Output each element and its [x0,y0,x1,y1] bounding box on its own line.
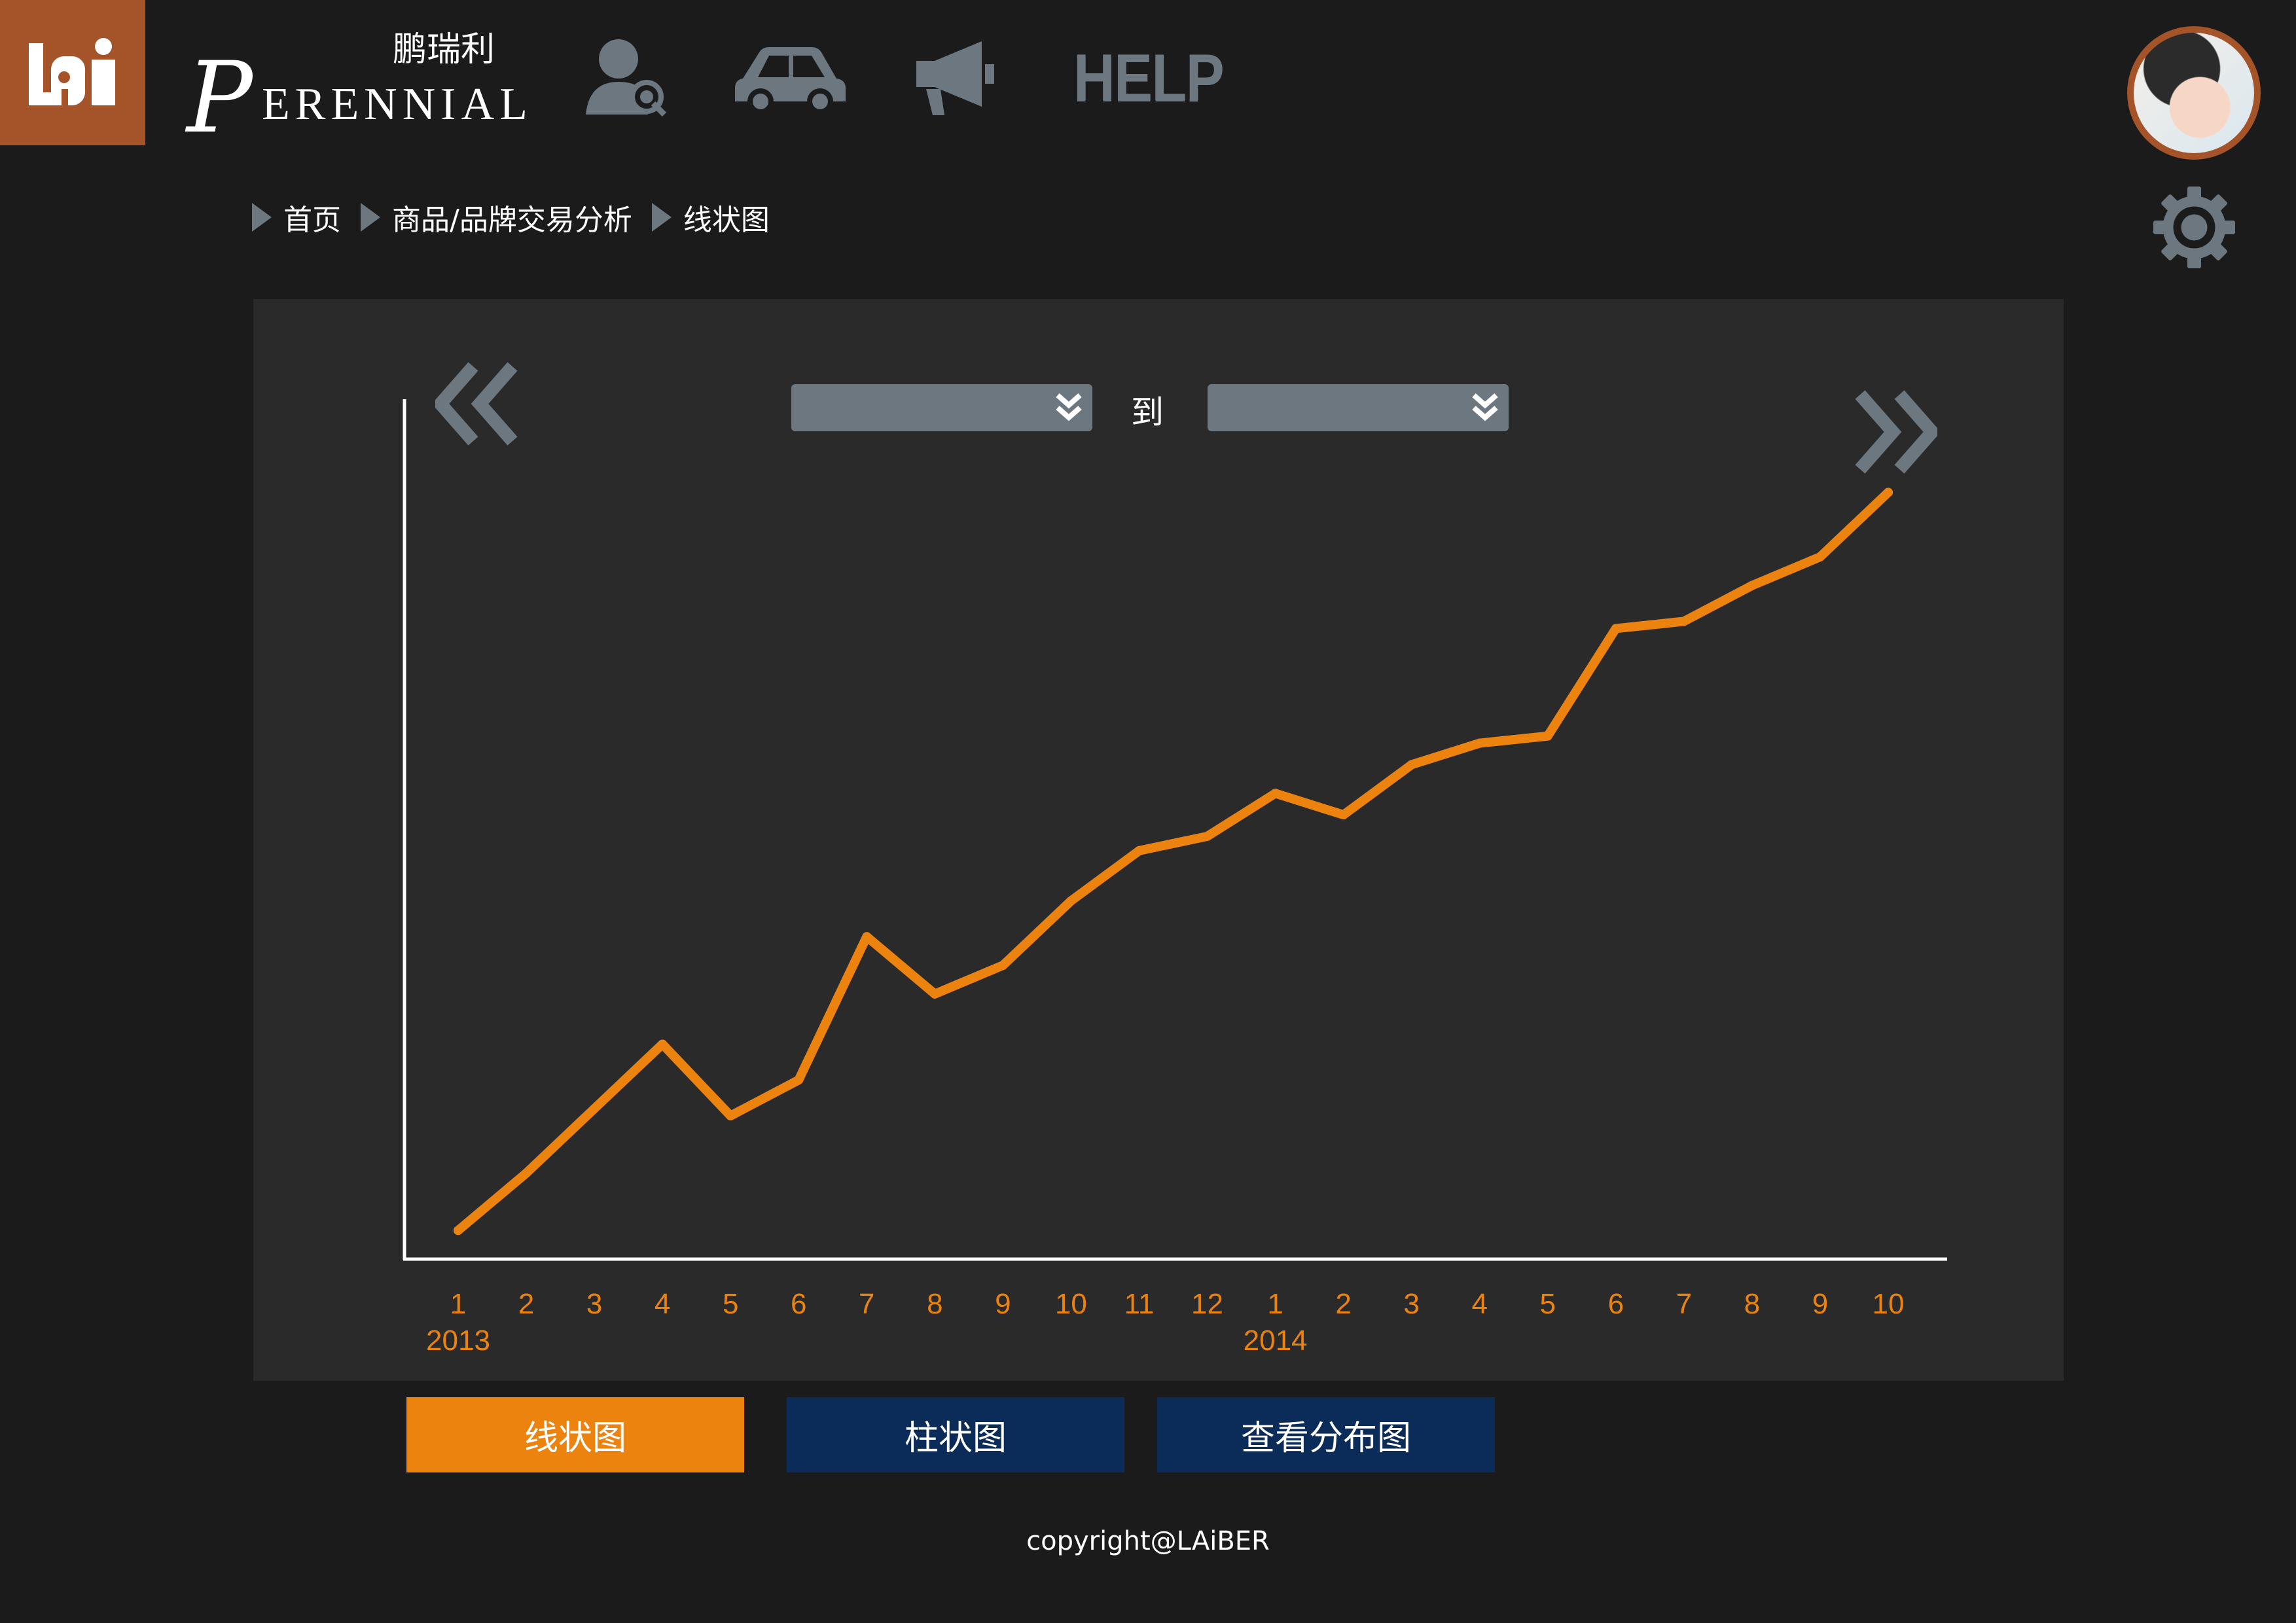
data-point [1543,731,1552,741]
data-point [1407,760,1416,770]
x-tick-label: 2 [1335,1288,1351,1320]
data-point [1475,738,1484,748]
breadcrumb-item-current: 线状图 [651,196,770,238]
breadcrumb-label: 商品/品牌交易分析 [392,204,632,237]
data-point [1066,896,1076,906]
x-year-label: 2014 [1244,1325,1308,1357]
breadcrumb-arrow-icon [252,203,272,232]
gear-icon[interactable] [2153,187,2235,271]
x-tick-label: 4 [655,1288,670,1320]
breadcrumb: 首页 商品/品牌交易分析 线状图 [252,196,789,238]
brand-wordmark: P ERENNIAL 鹏瑞利 [187,29,528,147]
breadcrumb-label: 首页 [283,204,341,237]
data-point [1884,488,1893,497]
x-tick-label: 8 [1744,1288,1760,1320]
previous-period-icon[interactable] [435,361,520,446]
line-chart-button[interactable]: 线状图 [406,1397,744,1472]
data-point [1202,831,1212,841]
breadcrumb-label: 线状图 [683,204,770,237]
double-chevron-down-icon [1056,393,1082,421]
data-point [1679,616,1689,626]
data-point [522,1168,531,1178]
laiber-logo-icon [29,38,115,105]
user-search-icon[interactable] [583,33,668,120]
x-tick-label: 8 [927,1288,942,1320]
x-tick-label: 5 [1540,1288,1556,1320]
date-range-separator: 到 [1131,393,1164,431]
x-tick-label: 6 [791,1288,806,1320]
megaphone-icon[interactable] [913,38,998,119]
x-tick-label: 4 [1471,1288,1487,1320]
data-point [1611,624,1621,633]
x-tick-label: 12 [1191,1288,1223,1320]
brand-chinese-name: 鹏瑞利 [393,30,495,69]
x-tick-label: 2 [518,1288,534,1320]
breadcrumb-arrow-icon [651,203,672,232]
data-point [1747,580,1757,590]
car-icon[interactable] [733,39,848,120]
x-tick-label: 7 [1676,1288,1692,1320]
chart-panel [253,299,2064,1381]
data-point [1134,846,1144,855]
x-tick-label: 5 [723,1288,738,1320]
app-logo[interactable] [0,0,145,145]
series-line [454,488,1893,1236]
x-tick-label: 9 [995,1288,1011,1320]
data-point [1338,810,1348,820]
data-point [454,1226,463,1236]
next-period-icon[interactable] [1852,389,1937,474]
x-tick-label: 10 [1055,1288,1087,1320]
x-tick-label: 3 [1403,1288,1419,1320]
copyright-text: copyright@LAiBER [1026,1526,1270,1556]
data-point [998,961,1008,971]
x-tick-label: 1 [450,1288,466,1320]
data-point [590,1104,600,1114]
x-tick-label: 1 [1267,1288,1283,1320]
brand-initial: P [187,41,253,155]
distribution-chart-button[interactable]: 查看分布图 [1157,1397,1495,1472]
bar-chart-button[interactable]: 柱状图 [787,1397,1124,1472]
data-point [658,1039,668,1049]
data-point [930,989,940,999]
start-date-select[interactable] [791,384,1092,431]
user-avatar[interactable] [2127,26,2261,160]
breadcrumb-arrow-icon [361,203,380,232]
breadcrumb-item-home[interactable]: 首页 [252,196,341,238]
data-point [1815,552,1825,562]
data-point [794,1075,804,1085]
x-year-label: 2013 [426,1325,490,1357]
data-point [726,1111,736,1120]
end-date-select[interactable] [1208,384,1509,431]
x-tick-label: 10 [1873,1288,1905,1320]
x-tick-label: 6 [1608,1288,1624,1320]
help-link[interactable]: HELP [1073,41,1225,116]
data-point [862,932,872,942]
double-chevron-down-icon [1472,393,1498,421]
breadcrumb-item-analysis[interactable]: 商品/品牌交易分析 [361,196,632,238]
x-tick-label: 7 [859,1288,874,1320]
brand-name: ERENNIAL [262,79,533,130]
x-tick-label: 11 [1124,1288,1155,1320]
x-tick-label: 9 [1812,1288,1828,1320]
x-tick-label: 3 [586,1288,602,1320]
data-point [1270,789,1280,798]
